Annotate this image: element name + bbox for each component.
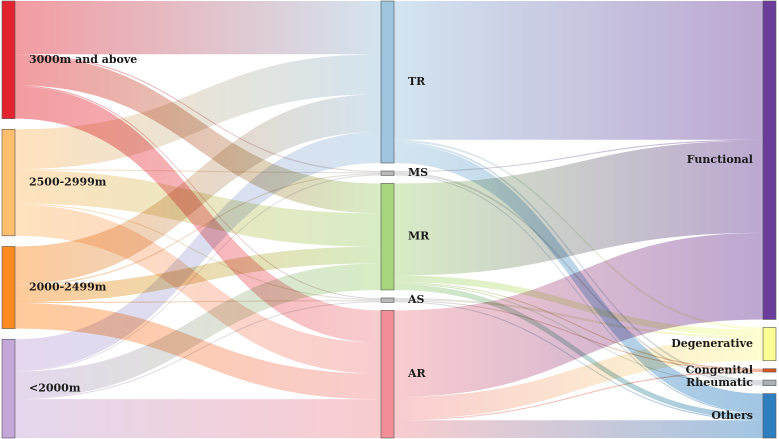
node-2000m — [1, 338, 16, 439]
link-2500-2999m-to-mr — [15, 170, 381, 247]
link-3000m-and-above-to-tr — [15, 1, 381, 55]
link--2000m-to-ar — [15, 399, 381, 438]
label-degenerative: Degenerative — [671, 337, 753, 350]
node-as — [380, 297, 395, 303]
link--2000m-to-ms — [15, 174, 381, 372]
node-mr — [380, 183, 395, 291]
label-others: Others — [711, 409, 753, 422]
label-2000m: <2000m — [29, 382, 81, 395]
label-2000-2499m: 2000-2499m — [29, 281, 107, 294]
node-ar — [380, 310, 395, 439]
node-3000m-and-above — [1, 0, 16, 119]
node-rheumatic — [762, 379, 777, 386]
link-as-to-others — [394, 301, 763, 421]
node-tr — [380, 0, 395, 164]
link-2000-2499m-to-ms — [15, 173, 381, 286]
node-2500-2999m — [1, 128, 16, 237]
link-ar-to-functional — [394, 232, 763, 397]
label-rheumatic: Rheumatic — [686, 376, 753, 389]
link-2500-2999m-to-tr — [15, 54, 381, 170]
link-tr-to-functional — [394, 1, 763, 140]
link-mr-to-functional — [394, 140, 763, 276]
node-functional — [762, 0, 777, 320]
link--2000m-to-mr — [15, 263, 381, 399]
link-ms-to-functional — [394, 139, 763, 173]
link-tr-to-rheumatic — [394, 141, 763, 383]
node-congenital — [762, 368, 777, 373]
label-congenital: Congenital — [686, 363, 753, 376]
label-3000m-and-above: 3000m and above — [29, 53, 137, 66]
label-as: AS — [407, 293, 425, 306]
links-layer — [15, 1, 763, 438]
label-ar: AR — [407, 367, 427, 380]
link-ar-to-others — [394, 420, 763, 438]
label-ms: MS — [408, 166, 428, 179]
node-degenerative — [762, 327, 777, 362]
link--2000m-to-tr — [15, 131, 381, 371]
link-2000-2499m-to-mr — [15, 246, 381, 302]
link--2000m-to-as — [15, 301, 381, 400]
label-mr: MR — [408, 230, 430, 243]
node-ms — [380, 170, 395, 176]
label-2500-2999m: 2500-2999m — [29, 176, 107, 189]
node-2000-2499m — [1, 246, 16, 329]
link-ar-to-degenerative — [394, 338, 763, 420]
labels-layer: 3000m and above 2500-2999m 2000-2499m <2000… — [29, 53, 753, 422]
link-2000-2499m-to-tr — [15, 94, 381, 285]
node-others — [762, 393, 777, 439]
link-ar-to-congenital — [394, 370, 763, 421]
label-functional: Functional — [687, 153, 753, 166]
label-tr: TR — [408, 75, 426, 88]
